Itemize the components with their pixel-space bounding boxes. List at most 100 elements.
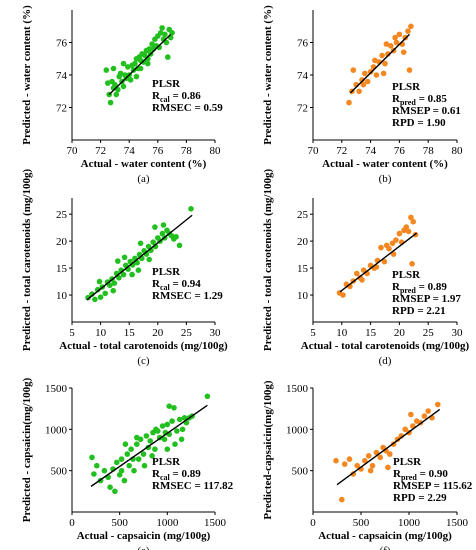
x-tick-label: 80 bbox=[210, 145, 222, 157]
panel-caption: (a) bbox=[137, 173, 150, 185]
y-tick-label: 15 bbox=[56, 263, 68, 275]
y-tick-label: 25 bbox=[56, 209, 68, 221]
stats-value: = 0.94 bbox=[170, 278, 202, 290]
stats-text: R bbox=[393, 468, 402, 480]
data-point bbox=[408, 214, 414, 221]
data-point bbox=[181, 415, 188, 421]
data-point bbox=[354, 270, 360, 277]
data-point bbox=[367, 467, 374, 474]
y-axis-label: Predicted - capsaicin(mg/100g) bbox=[21, 377, 33, 522]
stats-text: RMSEC = 117.82 bbox=[152, 480, 234, 492]
data-point bbox=[110, 287, 116, 294]
y-tick-label: 76 bbox=[56, 38, 68, 50]
data-point bbox=[174, 428, 180, 434]
data-point bbox=[159, 25, 165, 31]
data-point bbox=[346, 456, 353, 462]
data-point bbox=[125, 64, 131, 70]
data-point bbox=[204, 393, 211, 400]
data-point bbox=[164, 421, 171, 428]
stats-annotation: PLSR bbox=[152, 266, 181, 278]
y-tick-label: 1000 bbox=[286, 424, 309, 436]
data-point bbox=[356, 88, 362, 95]
data-point bbox=[114, 459, 120, 466]
data-point bbox=[102, 290, 108, 297]
y-tick-label: 10 bbox=[56, 290, 68, 302]
data-point bbox=[359, 77, 365, 83]
data-point bbox=[107, 484, 113, 491]
stats-subscript: cal bbox=[160, 283, 171, 292]
data-point bbox=[360, 81, 367, 88]
data-point bbox=[120, 271, 127, 278]
stats-text: PLSR bbox=[152, 456, 181, 468]
data-point bbox=[116, 275, 122, 281]
stats-annotation: Rpred = 0.89 bbox=[392, 281, 447, 295]
stats-annotation: PLSR bbox=[393, 456, 422, 468]
data-point bbox=[111, 280, 118, 287]
data-point bbox=[103, 67, 110, 73]
y-tick-label: 500 bbox=[292, 466, 309, 478]
x-tick-label: 20 bbox=[394, 327, 406, 339]
data-point bbox=[341, 461, 348, 467]
data-point bbox=[124, 451, 131, 457]
x-tick-label: 0 bbox=[69, 517, 75, 529]
y-tick-label: 76 bbox=[297, 38, 309, 50]
data-point bbox=[110, 65, 117, 72]
y-tick-label: 500 bbox=[51, 466, 68, 478]
data-point bbox=[380, 70, 387, 77]
x-axis-label: Actual - total carotenoids (mg/100g) bbox=[301, 340, 470, 352]
data-point bbox=[435, 401, 441, 408]
y-tick-label: 74 bbox=[297, 70, 309, 82]
x-tick-label: 10 bbox=[95, 327, 107, 339]
stats-annotation: Rpred = 0.90 bbox=[393, 468, 448, 482]
data-point bbox=[333, 457, 339, 464]
x-axis-label: Actual - capsaicin (mg/100g) bbox=[77, 530, 211, 542]
data-point bbox=[135, 267, 142, 274]
y-axis-label: Predicted - total carotenoids (mg/100g) bbox=[21, 169, 33, 352]
stats-text: RPD = 2.29 bbox=[393, 492, 447, 504]
data-point bbox=[92, 296, 98, 303]
data-point bbox=[405, 228, 412, 235]
data-point bbox=[406, 67, 413, 73]
data-point bbox=[146, 46, 152, 52]
x-tick-label: 1000 bbox=[156, 517, 179, 529]
x-tick-label: 1000 bbox=[398, 517, 421, 529]
panel-caption: (e) bbox=[137, 545, 150, 550]
y-tick-label: 15 bbox=[297, 263, 309, 275]
x-tick-label: 0 bbox=[310, 517, 316, 529]
x-tick-label: 70 bbox=[67, 145, 79, 157]
y-tick-label: 1500 bbox=[286, 383, 309, 395]
stats-text: PLSR bbox=[392, 269, 421, 281]
data-point bbox=[178, 436, 185, 443]
data-point bbox=[94, 462, 100, 469]
data-point bbox=[128, 446, 134, 453]
stats-text: R bbox=[152, 90, 161, 102]
data-point bbox=[402, 34, 409, 41]
data-point bbox=[129, 271, 135, 278]
stats-text: R bbox=[392, 281, 401, 293]
data-point bbox=[409, 261, 415, 267]
data-point bbox=[159, 230, 166, 237]
stats-annotation: RMSEC = 0.59 bbox=[152, 102, 223, 114]
data-point bbox=[131, 467, 137, 474]
data-point bbox=[410, 218, 417, 225]
regression-line bbox=[108, 33, 172, 96]
stats-annotation: Rcal = 0.94 bbox=[152, 278, 201, 292]
data-point bbox=[97, 294, 104, 301]
data-point bbox=[94, 286, 101, 293]
stats-value: = 0.86 bbox=[170, 90, 202, 102]
data-point bbox=[149, 453, 155, 459]
data-point bbox=[140, 59, 147, 65]
data-point bbox=[137, 65, 144, 72]
x-tick-label: 70 bbox=[308, 145, 320, 157]
stats-subscript: cal bbox=[160, 95, 171, 104]
y-tick-label: 72 bbox=[56, 103, 67, 115]
data-point bbox=[117, 70, 124, 77]
data-point bbox=[393, 237, 399, 243]
data-point bbox=[392, 34, 398, 41]
data-point bbox=[134, 441, 140, 448]
data-point bbox=[179, 426, 186, 433]
stats-text: R bbox=[152, 278, 161, 290]
data-point bbox=[141, 462, 148, 469]
y-tick-label: 10 bbox=[297, 290, 309, 302]
